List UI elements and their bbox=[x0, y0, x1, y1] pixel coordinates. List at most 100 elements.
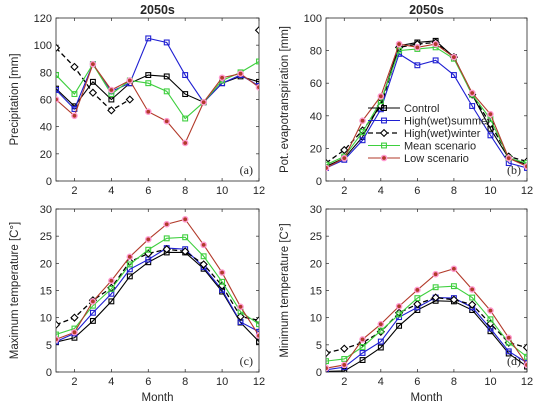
panel-d-series-mean-scenario-line bbox=[326, 285, 527, 362]
panel-d-series-high-wet-winter-point bbox=[468, 300, 477, 309]
panel-d-label: (d) bbox=[507, 354, 521, 368]
panel-c-series-low-scenario-point bbox=[144, 236, 152, 243]
panel-b-series-high-wet-winter-point bbox=[340, 145, 349, 155]
panel-c-series-high-wet-winter-point bbox=[56, 320, 61, 329]
legend-swatch-marker bbox=[381, 105, 387, 111]
panel-d-series-mean-scenario-point bbox=[326, 358, 329, 365]
panel-a-ytick-label: 120 bbox=[34, 13, 52, 25]
panel-b-series-high-wet-summer-point bbox=[469, 103, 476, 109]
panel-d-series-high-wet-summer-point bbox=[505, 348, 512, 355]
panel-b-series-mean-scenario-point bbox=[359, 129, 366, 136]
panel-d-series-low-scenario-point bbox=[359, 336, 366, 343]
panel-d-series-high-wet-winter-point bbox=[413, 299, 422, 309]
panel-d-series-mean-scenario-point bbox=[524, 353, 527, 360]
panel-b-legend: ControlHigh(wet)summerHigh(wet)winterMea… bbox=[368, 103, 491, 165]
panel-a-series-control-point bbox=[163, 73, 170, 80]
panel-d-series-low-scenario-point bbox=[468, 286, 476, 293]
panel-c-ytick-label: 10 bbox=[40, 313, 52, 325]
panel-a-series-low-scenario-point bbox=[237, 70, 244, 77]
panel-d-series-mean-scenario-point bbox=[341, 356, 348, 362]
panel-a-series-low-scenario-point bbox=[218, 74, 226, 82]
panel-c-series-mean-scenario-line bbox=[56, 236, 259, 336]
panel-b-series-high-wet-summer-line bbox=[326, 53, 527, 169]
panel-a-series-low-scenario-point bbox=[200, 98, 207, 106]
panel-b-title: 2050s bbox=[409, 3, 444, 17]
panel-c-series-low-scenario-point bbox=[56, 336, 60, 343]
panel-a-series-low-scenario-point bbox=[181, 139, 189, 147]
panel-a-xtick-label: 2 bbox=[71, 185, 77, 197]
panel-a-series-control-point bbox=[145, 72, 152, 79]
panel-b: 0 20 40 60 80 100 2 4 6 8 10 12 2050s Pot. evapotrans… bbox=[279, 3, 533, 197]
panel-b-series-low-scenario-point bbox=[450, 53, 458, 61]
panel-d-series-high-wet-summer-point bbox=[377, 338, 384, 345]
panel-b-label: (b) bbox=[507, 163, 521, 177]
panel-d-series-low-scenario-point bbox=[395, 302, 403, 310]
panel-d-ytick-label: 30 bbox=[310, 204, 322, 216]
panel-a-series-high-wet-winter-point bbox=[107, 106, 116, 115]
panel-c: 0 5 10 15 20 25 30 2 4 6 8 10 12 Month Maximum tempera… bbox=[9, 204, 265, 404]
panel-c-series-mean-scenario-point bbox=[256, 321, 259, 328]
panel-c-series-low-scenario-point bbox=[200, 241, 207, 249]
panel-d-series-mean-scenario-point bbox=[377, 327, 384, 334]
panel-b-ytick-label: 40 bbox=[310, 111, 322, 123]
panel-d-series-low-scenario-point bbox=[487, 307, 494, 314]
panel-c-series-mean-scenario-point bbox=[200, 253, 207, 260]
panel-c-label: (c) bbox=[240, 354, 253, 368]
panel-c-xtick-label: 10 bbox=[216, 376, 228, 388]
panel-b-series-low-scenario-line bbox=[326, 43, 527, 169]
panel-d-series-high-wet-winter-point bbox=[431, 293, 440, 302]
panel-b-series-mean-scenario-line bbox=[326, 46, 527, 166]
panel-a-series-high-wet-summer-point bbox=[182, 72, 189, 79]
panel-b-series-control-line bbox=[326, 40, 527, 167]
panel-d-series-mean-scenario-point bbox=[432, 284, 439, 291]
panel-a-series-low-scenario-point bbox=[255, 83, 259, 91]
panel-d-series-mean-scenario-point bbox=[414, 295, 421, 302]
legend-label: High(wet)winter bbox=[404, 128, 481, 140]
panel-c-series-low-scenario-point bbox=[108, 277, 115, 285]
legend-label: Mean scenario bbox=[404, 141, 476, 153]
panel-c-series-low-scenario-line bbox=[56, 218, 259, 340]
panel-c-series-high-wet-winter-line bbox=[56, 248, 259, 326]
panel-b-series-high-wet-summer-point bbox=[359, 137, 366, 144]
panel-c-series-high-wet-winter-point bbox=[199, 260, 208, 269]
panel-a-axes-box bbox=[55, 17, 260, 182]
panel-c-xtick-label: 4 bbox=[108, 376, 114, 388]
panel-a-series-control-point bbox=[108, 96, 115, 103]
panel-d-series-control-point bbox=[396, 322, 403, 329]
panel-d-series-control-line bbox=[326, 300, 527, 372]
panel-d-ytick-label: 10 bbox=[310, 313, 322, 325]
panel-c-series-mean-scenario-point bbox=[219, 278, 226, 285]
panel-d-series-high-wet-winter-point bbox=[522, 343, 527, 352]
panel-b-xtick-label: 6 bbox=[414, 185, 420, 197]
panel-a-title: 2050s bbox=[140, 3, 175, 17]
panel-a-xtick-label: 4 bbox=[108, 185, 114, 197]
panel-d-xtick-label: 10 bbox=[484, 376, 496, 388]
panel-a-series-mean-scenario-point bbox=[256, 58, 259, 65]
legend-swatch-marker bbox=[381, 117, 387, 124]
panel-d-axes-box bbox=[325, 208, 528, 373]
panel-b-series-low-scenario-point bbox=[326, 164, 330, 172]
panel-c-series-mean-scenario-point bbox=[145, 246, 152, 253]
panel-a-series-low-scenario-point bbox=[144, 108, 152, 116]
panel-a-series-control-point bbox=[89, 78, 96, 85]
panel-b-ytick-label: 100 bbox=[304, 13, 322, 25]
panel-c-series-mean-scenario-point bbox=[126, 261, 133, 268]
panel-c-series-low-scenario-point bbox=[89, 298, 97, 305]
panel-b-series-high-wet-winter-line bbox=[326, 41, 527, 164]
panel-c-ytick-label: 30 bbox=[40, 204, 52, 216]
panel-c-series-low-scenario-point bbox=[255, 332, 259, 339]
legend-item-control: Control bbox=[368, 103, 439, 115]
panel-d-series-high-wet-winter-point bbox=[326, 348, 331, 358]
panel-a-ytick-label: 20 bbox=[40, 149, 52, 161]
panel-c-series-high-wet-winter-point bbox=[70, 313, 79, 322]
panel-d-ytick-label: 20 bbox=[310, 258, 322, 270]
panel-b-xtick-label: 2 bbox=[341, 185, 347, 197]
panel-c-series-low-scenario-point bbox=[163, 220, 171, 228]
panel-c-ytick-label: 5 bbox=[46, 340, 52, 352]
panel-b-xtick-label: 4 bbox=[378, 185, 384, 197]
panel-a-series-mean-scenario-line bbox=[56, 60, 259, 120]
panel-d-xtick-label: 12 bbox=[521, 376, 533, 388]
panel-c-series-high-wet-winter-point bbox=[236, 312, 245, 321]
panel-c-axes-box bbox=[55, 208, 260, 373]
panel-a-series-low-scenario-point bbox=[71, 112, 78, 120]
